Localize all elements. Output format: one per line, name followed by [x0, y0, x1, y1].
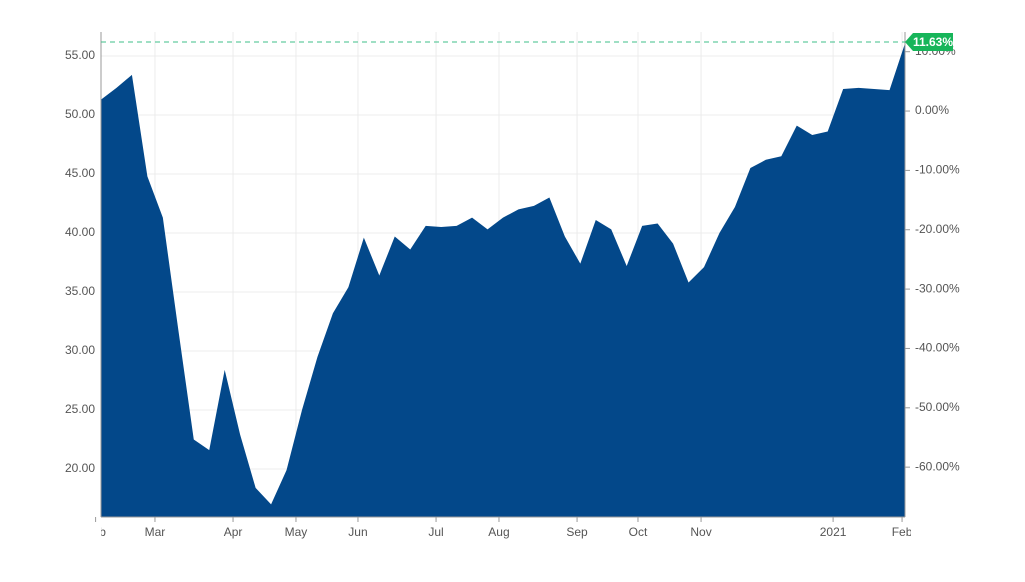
y-tick-label: 50.00 [65, 107, 95, 121]
area [101, 43, 905, 518]
y2-tick-label: -20.00% [915, 222, 960, 236]
x-tick-label: 2021 [820, 525, 847, 539]
y2-tick-label: -10.00% [915, 163, 960, 177]
y2-tick-label: -50.00% [915, 400, 960, 414]
x-tick-label: Jun [348, 525, 367, 539]
x-tick-label: May [285, 525, 308, 539]
x-tick-label: Aug [488, 525, 509, 539]
x-tick-label: Oct [629, 525, 648, 539]
x-tick-label: Feb [892, 525, 913, 539]
y-tick-label: 25.00 [65, 402, 95, 416]
y-tick-label: 35.00 [65, 284, 95, 298]
x-axis-labels: Feb Mar Apr May Jun Jul Aug Sep Oct Nov 2021 Feb [85, 525, 913, 539]
y-tick-label: 40.00 [65, 225, 95, 239]
x-tick-label: Apr [224, 525, 243, 539]
y-tick-label: 20.00 [65, 461, 95, 475]
y2-tick-label: -30.00% [915, 281, 960, 295]
y2-tick-label: 0.00% [915, 103, 949, 117]
y-tick-label: 45.00 [65, 166, 95, 180]
last-value-badge [905, 33, 953, 52]
x-tick-label: Mar [145, 525, 166, 539]
y-tick-label: 55.00 [65, 48, 95, 62]
x-tick-label: Sep [566, 525, 588, 539]
x-tick-label: Feb [85, 525, 106, 539]
x-tick-label: Jul [428, 525, 443, 539]
x-tick-label: Nov [690, 525, 711, 539]
y2-tick-label: -60.00% [915, 459, 960, 473]
y-tick-label: 30.00 [65, 343, 95, 357]
y2-tick-label: -40.00% [915, 341, 960, 355]
last-value-label: 11.63% [913, 35, 953, 49]
